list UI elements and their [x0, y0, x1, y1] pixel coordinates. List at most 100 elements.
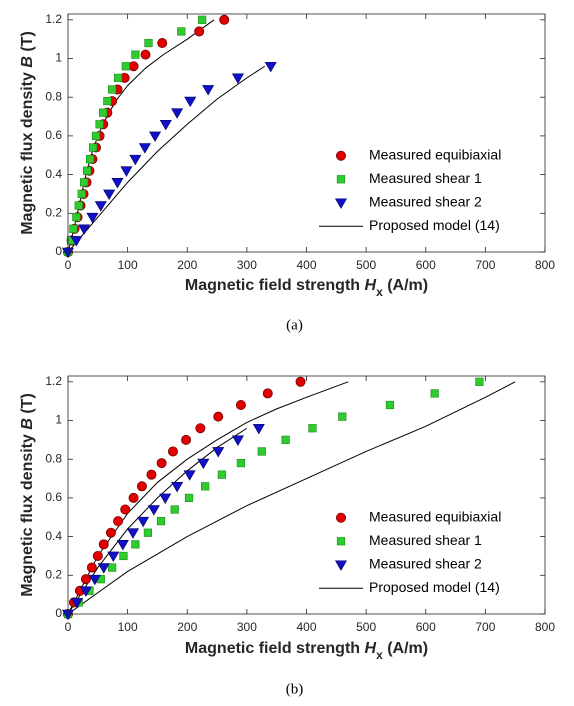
data-point	[77, 189, 86, 199]
x-axis-label-part: x	[376, 285, 383, 299]
axes-box	[67, 375, 546, 615]
data-point	[156, 458, 167, 469]
data-point	[103, 96, 112, 106]
data-point	[338, 412, 347, 421]
x-tick-label: 700	[475, 620, 495, 634]
legend-swatch	[334, 560, 348, 571]
x-tick-label: 0	[65, 258, 72, 272]
data-point	[231, 73, 244, 84]
data-point	[146, 469, 157, 480]
y-tick-label: 1	[55, 413, 62, 427]
data-point	[140, 49, 151, 60]
data-point	[113, 73, 123, 82]
x-tick-label: 200	[177, 258, 197, 272]
data-point	[197, 458, 210, 470]
y-axis-label-part: Magnetic flux density	[19, 430, 36, 597]
data-point	[85, 155, 95, 164]
data-point	[147, 505, 160, 516]
data-point	[213, 411, 224, 422]
y-tick-label: 1	[55, 51, 62, 65]
data-point	[252, 423, 265, 435]
x-tick-label: 500	[356, 258, 376, 272]
legend-label: Measured equibiaxial	[369, 508, 501, 524]
data-point	[79, 586, 92, 597]
data-point	[262, 388, 273, 399]
y-tick-label: 0.4	[45, 167, 62, 181]
x-tick-label: 400	[296, 258, 316, 272]
data-point	[92, 550, 103, 561]
legend-label: Proposed model (14)	[369, 579, 500, 595]
data-point	[86, 562, 97, 573]
data-point	[99, 108, 108, 117]
caption: (a)	[286, 317, 303, 333]
x-tick-label: 300	[237, 620, 257, 634]
data-point	[170, 505, 179, 514]
x-tick-label: 0	[65, 620, 72, 634]
x-axis-label: Magnetic field strength Hx (A/m)	[185, 277, 428, 299]
y-tick-label: 0.2	[45, 567, 62, 581]
data-point	[156, 517, 166, 526]
legend-label: Proposed model (14)	[369, 217, 500, 233]
data-point	[177, 27, 186, 36]
x-axis-label-part: (A/m)	[383, 277, 428, 294]
legend: Measured equibiaxial Measured shear 1 Meas…	[319, 146, 501, 233]
data-point	[171, 108, 184, 119]
chart: 0 100 200 300 400 500 600 700 800 0 0.2 0.4 0.6 0.8 1 1…	[19, 12, 555, 333]
data-point	[116, 540, 129, 551]
data-point	[129, 154, 142, 166]
data-point	[236, 458, 246, 468]
y-axis-label-part: B	[19, 418, 36, 430]
data-point	[159, 493, 172, 505]
data-point	[88, 143, 98, 152]
data-point	[131, 50, 140, 59]
x-axis-label-part: H	[365, 640, 377, 657]
legend-swatch	[336, 175, 346, 184]
y-axis-label-part: (T)	[19, 393, 36, 418]
data-point	[113, 516, 124, 527]
x-axis-label-part: H	[365, 277, 377, 294]
data-point	[95, 120, 104, 129]
data-point	[198, 15, 207, 24]
x-tick-label: 200	[177, 620, 197, 634]
y-axis-label: Magnetic flux density B (T)	[19, 393, 36, 597]
data-point	[108, 563, 117, 572]
legend-label: Measured shear 1	[369, 170, 482, 186]
axes-box	[67, 13, 546, 253]
data-point	[264, 61, 277, 73]
y-tick-label: 0.2	[45, 205, 62, 219]
legend-swatch	[335, 150, 346, 161]
data-point	[128, 61, 139, 72]
x-axis-label-part: Magnetic field strength	[185, 277, 365, 294]
data-point	[183, 470, 196, 481]
x-axis-label-part: Magnetic field strength	[185, 640, 365, 657]
data-point	[72, 213, 81, 222]
data-point	[131, 540, 140, 549]
data-point	[385, 400, 395, 410]
y-tick-label: 0	[55, 606, 62, 620]
legend-swatch	[336, 537, 346, 546]
data-point	[212, 447, 225, 458]
data-point	[217, 470, 226, 479]
x-tick-label: 600	[416, 620, 436, 634]
x-tick-label: 700	[475, 258, 495, 272]
data-point	[430, 389, 439, 398]
data-point	[69, 224, 78, 233]
data-point	[194, 26, 205, 37]
y-axis-label-part: Magnetic flux density	[19, 68, 36, 235]
data-point	[143, 528, 152, 537]
legend-swatch	[335, 512, 346, 523]
data-point	[88, 574, 101, 586]
data-point	[105, 527, 116, 538]
data-point	[231, 435, 244, 446]
data-point	[149, 131, 162, 143]
x-axis-label-part: x	[376, 648, 383, 662]
y-tick-label: 0.6	[45, 128, 62, 142]
y-tick-label: 1.2	[45, 374, 62, 388]
data-point	[94, 201, 107, 212]
legend-label: Measured shear 2	[369, 193, 482, 209]
x-tick-label: 100	[118, 620, 138, 634]
data-point	[98, 539, 109, 550]
x-tick-label: 100	[118, 258, 138, 272]
data-point	[107, 551, 120, 563]
